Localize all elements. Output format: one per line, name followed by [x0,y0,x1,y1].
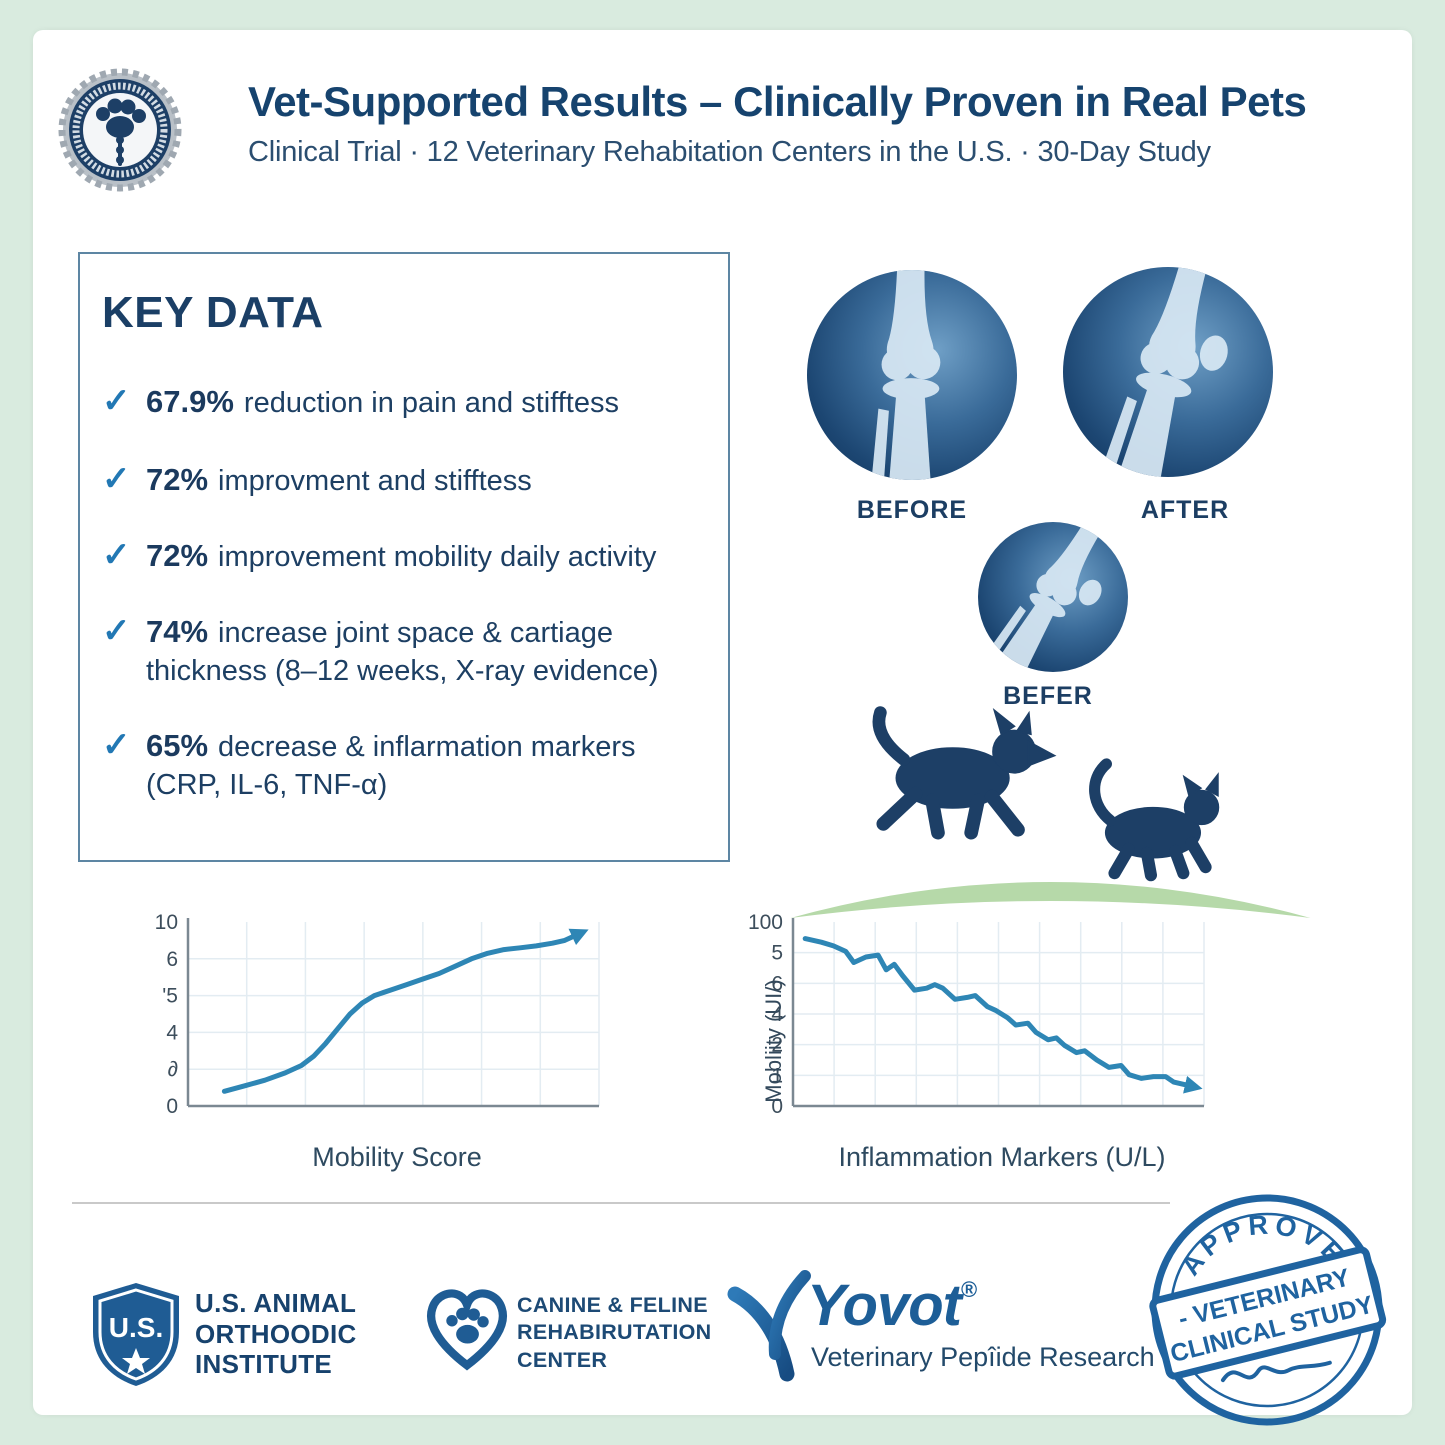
registered-mark: ® [960,1277,977,1302]
brand-wordmark: Yovot [807,1273,962,1338]
org2-line: CENTER [517,1347,608,1372]
stat-value: 67.9% [146,384,234,419]
check-icon: ✓ [102,382,131,420]
org1-line: INSTITUTE [195,1349,333,1380]
page-title: Vet-Supported Results – Clinically Prove… [248,78,1307,125]
svg-text:0: 0 [771,1095,783,1118]
mobility-score-chart: 10 6 '5 4 ∂ 0 Mobility Score [133,910,613,1173]
check-icon: ✓ [102,460,131,498]
org2-line: REHABIRUTATION [517,1320,712,1345]
chart-title: Inflammation Markers (U/L) [838,1142,1166,1172]
org1-line: ORTHOODIC [195,1318,357,1349]
stat-text: improvment and stifftess [218,465,532,497]
xray-third-image [978,522,1128,672]
key-data-item: ✓ 65% decrease & inflarmation markers (CRP… [102,726,738,804]
svg-text:100: 100 [748,911,783,934]
key-data-item: ✓ 74% increase joint space & cartiage thic… [102,612,738,690]
heart-paw-logo [427,1289,507,1371]
xray-after-label: AFTER [1140,496,1230,524]
shield-badge-text: U.S. [109,1312,163,1343]
org1-name: U.S. ANIMAL ORTHOODIC INSTITUTE [195,1288,357,1380]
brand-name: Yovot® [807,1272,977,1339]
footer-divider [72,1202,1170,1204]
svg-text:'5: '5 [162,985,178,1008]
star-icon [122,1348,150,1374]
xray-before-image [807,270,1017,480]
running-dog-silhouette [872,706,1057,840]
key-data-item: ✓ 72% improvment and stifftess [102,460,738,501]
veterinary-seal-logo [58,68,182,192]
stat-text: decrease & inflarmation markers [218,731,636,763]
paw-icon [446,1307,489,1344]
xray-third-label: BEFER [1003,682,1093,710]
green-hill-graphic [790,882,1311,918]
stat-text: improvement mobility daily activity [218,541,657,573]
inflammation-markers-chart: Mobliity (UI/) 100 5 6 4 2 1 0 Inflammation Ma… [738,910,1218,1173]
chart-y-axis-label: Mobliity (UI/) [761,979,786,1103]
check-icon: ✓ [102,536,131,574]
key-data-item: ✓ 67.9% reduction in pain and stifftess [102,382,738,423]
xray-before-label: BEFORE [856,496,968,524]
svg-text:∂: ∂ [168,1058,178,1081]
stat-value: 65% [146,728,209,763]
xray-after-image [1063,267,1273,477]
chart-title: Mobility Score [312,1142,482,1172]
yovot-swoosh-icon [727,1270,811,1382]
stat-value: 72% [146,462,209,497]
svg-text:6: 6 [166,948,178,971]
check-icon: ✓ [102,612,131,650]
stat-text-line2: thickness (8–12 weeks, X-ray evidence) [146,654,659,687]
stat-text: reduction in pain and stifftess [243,387,619,419]
svg-text:2: 2 [771,1034,783,1057]
paw-caduceus-icon [96,98,146,166]
svg-text:0: 0 [166,1095,178,1118]
walking-cat-silhouette [1089,758,1220,882]
org1-line: U.S. ANIMAL [195,1288,357,1318]
approved-stamp: APPROVED - VETERINARY CLINICAL STUDY [1149,1194,1387,1426]
key-data-heading: KEY DATA [102,288,324,337]
org2-name: CANINE & FELINE REHABIRUTATION CENTER [517,1292,712,1374]
stamp-signature [1220,1360,1332,1383]
svg-text:4: 4 [166,1021,178,1044]
svg-text:5: 5 [771,942,783,965]
stat-text-line2: (CRP, IL-6, TNF-α) [146,768,388,801]
stat-value: 72% [146,538,209,573]
org2-line: CANINE & FELINE [517,1293,708,1317]
main-card: Vet-Supported Results – Clinically Prove… [33,30,1412,1426]
key-data-item: ✓ 72% improvement mobility daily activity [102,536,738,577]
key-data-panel: KEY DATA ✓ 67.9% reduction in pain and st… [78,252,730,862]
svg-text:1: 1 [771,1064,783,1087]
page-subtitle: Clinical Trial · 12 Veterinary Rehabitat… [248,136,1211,168]
svg-text:10: 10 [155,911,178,934]
check-icon: ✓ [102,726,131,764]
brand-tagline: Veterinary Pepîide Research [811,1342,1155,1372]
us-shield-logo: U.S. [93,1283,179,1386]
svg-text:6: 6 [771,972,783,995]
svg-text:4: 4 [771,1003,783,1026]
stat-text: increase joint space & cartiage [218,617,613,649]
stat-value: 74% [146,614,209,649]
